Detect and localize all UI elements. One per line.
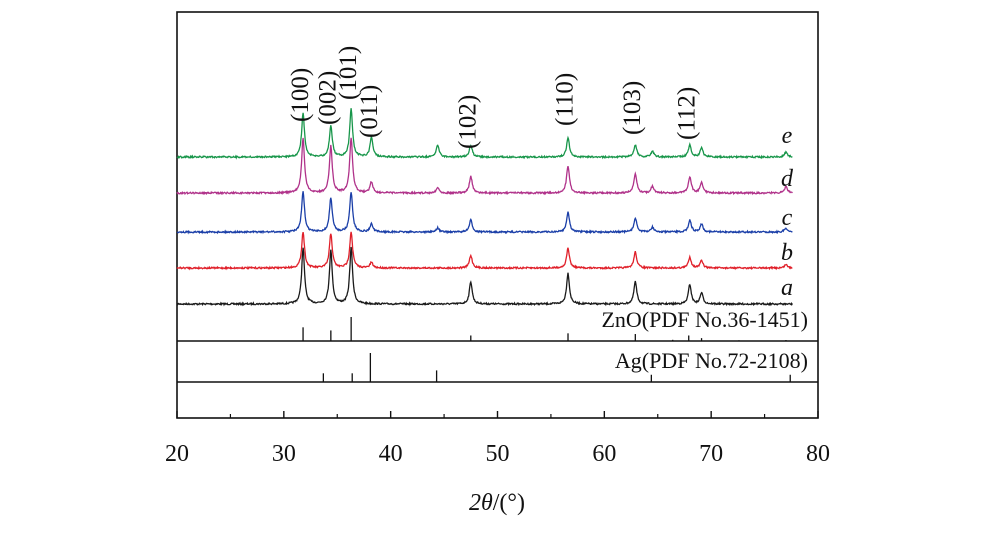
- x-tick-label: 50: [486, 441, 510, 467]
- series-label-a: a: [781, 275, 793, 301]
- peak-label: (110): [552, 73, 579, 126]
- peak-label: (103): [619, 81, 646, 135]
- series-line-b: [176, 231, 793, 271]
- x-tick-label: 20: [165, 441, 189, 467]
- x-tick-label: 30: [272, 441, 296, 467]
- series-line-c: [176, 191, 793, 235]
- reference-label: Ag(PDF No.72-2108): [615, 348, 808, 373]
- peak-label: (101): [335, 46, 362, 100]
- series-label-c: c: [782, 205, 793, 231]
- peak-label: (102): [455, 95, 482, 149]
- x-axis: 20 30 40 50 60 70 80: [165, 411, 830, 467]
- peak-label: (112): [674, 87, 701, 140]
- series-label-d: d: [781, 166, 794, 192]
- reference-label: ZnO(PDF No.36-1451): [601, 307, 808, 332]
- reference-patterns: ZnO(PDF No.36-1451) Ag(PDF No.72-2108): [302, 307, 808, 382]
- x-axis-label: 2θ/(°): [469, 490, 525, 516]
- series-line-e: [176, 108, 793, 160]
- peak-label: (011): [356, 85, 383, 138]
- series-label-b: b: [781, 240, 793, 266]
- x-tick-label: 60: [592, 441, 616, 467]
- peak-labels: (100) (002)(101)(011) (102) (110) (103) (112): [287, 46, 701, 149]
- x-tick-label: 70: [699, 441, 723, 467]
- x-axis-label-unit: /(°): [493, 490, 525, 516]
- peak-label: (002): [315, 71, 342, 125]
- x-axis-label-symbol: 2θ: [469, 490, 493, 516]
- x-tick-label: 80: [806, 441, 830, 467]
- series-line-a: [176, 246, 793, 307]
- series-line-d: [176, 137, 793, 196]
- x-tick-label: 40: [379, 441, 403, 467]
- peak-label: (100): [287, 68, 314, 122]
- series-label-e: e: [782, 123, 793, 149]
